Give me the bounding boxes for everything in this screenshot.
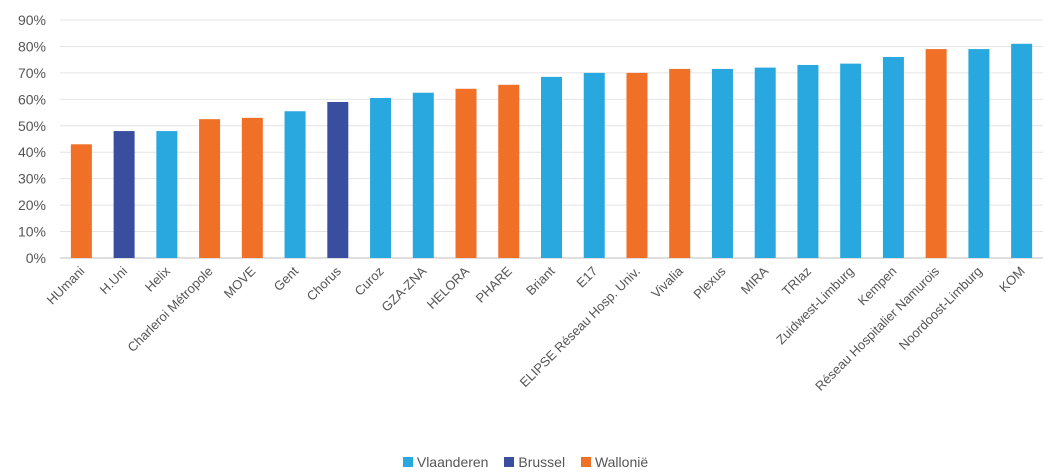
bar xyxy=(1011,43,1033,258)
bar xyxy=(284,111,306,258)
y-tick-label: 10% xyxy=(18,224,46,240)
bar xyxy=(626,72,648,258)
y-tick-label: 40% xyxy=(18,144,46,160)
legend-swatch-wallonie xyxy=(580,457,591,467)
x-tick-label: HUmani xyxy=(44,263,88,307)
bar xyxy=(370,98,392,258)
legend-item-wallonie: Wallonië xyxy=(580,454,649,470)
bar xyxy=(669,68,691,258)
bar xyxy=(882,57,904,259)
legend-swatch-brussel xyxy=(504,457,515,467)
bar xyxy=(583,72,605,258)
x-tick-label: Zuidwest-Limburg xyxy=(773,264,857,348)
x-tick-label: Gent xyxy=(271,263,302,294)
legend: Vlaanderen Brussel Wallonië xyxy=(0,454,1051,470)
legend-label-wallonie: Wallonië xyxy=(594,454,649,470)
bar xyxy=(199,119,221,259)
x-tick-label: TRIaz xyxy=(779,264,814,299)
bar xyxy=(327,101,349,258)
y-axis-ticks: 0% 10% 20% 30% 40% 50% 60% 70% 80% 90% xyxy=(18,12,46,266)
bar xyxy=(711,68,733,258)
x-tick-label: Curoz xyxy=(352,264,387,299)
y-tick-label: 0% xyxy=(26,250,46,266)
bar xyxy=(70,144,92,258)
bar-chart: 0% 10% 20% 30% 40% 50% 60% 70% 80% 90% HUmani H.Un… xyxy=(18,12,1043,394)
x-tick-label: Charleroi Métropole xyxy=(124,264,215,355)
x-tick-label: MOVE xyxy=(221,263,259,301)
y-tick-label: 20% xyxy=(18,197,46,213)
x-tick-label: H.Uni xyxy=(97,263,131,297)
x-tick-label: Helix xyxy=(142,263,173,294)
bar xyxy=(925,49,947,258)
legend-item-brussel: Brussel xyxy=(504,454,565,470)
x-tick-label: KOM xyxy=(996,264,1028,296)
y-tick-label: 50% xyxy=(18,118,46,134)
y-tick-label: 90% xyxy=(18,12,46,28)
x-tick-label: PHARE xyxy=(473,263,516,306)
y-tick-label: 70% xyxy=(18,65,46,81)
legend-label-brussel: Brussel xyxy=(518,454,566,470)
bars xyxy=(70,43,1033,259)
bar xyxy=(968,49,990,258)
bar xyxy=(541,76,562,258)
bar xyxy=(840,63,862,259)
x-tick-label: HELORA xyxy=(424,263,473,312)
x-tick-label: Noordoost-Limburg xyxy=(896,264,985,353)
x-tick-label: GZA-ZNA xyxy=(378,263,429,314)
bar xyxy=(498,84,520,259)
bar xyxy=(113,131,135,258)
bar xyxy=(455,88,477,258)
legend-swatch-vlaanderen xyxy=(402,457,413,467)
y-tick-label: 80% xyxy=(18,38,46,54)
x-tick-label: MIRA xyxy=(738,263,772,297)
y-tick-label: 60% xyxy=(18,91,46,107)
bar xyxy=(797,64,819,258)
y-tick-label: 30% xyxy=(18,171,46,187)
bar xyxy=(241,117,263,258)
legend-label-vlaanderen: Vlaanderen xyxy=(416,454,489,470)
x-tick-label: Chorus xyxy=(304,263,345,304)
x-tick-label: E17 xyxy=(573,264,600,291)
x-tick-label: Vivalia xyxy=(648,263,686,301)
bar xyxy=(412,92,434,258)
bar xyxy=(156,131,178,258)
x-tick-label: Plexus xyxy=(690,263,729,302)
bar xyxy=(754,67,776,258)
x-tick-label: Briant xyxy=(523,263,558,298)
legend-item-vlaanderen: Vlaanderen xyxy=(402,454,489,470)
